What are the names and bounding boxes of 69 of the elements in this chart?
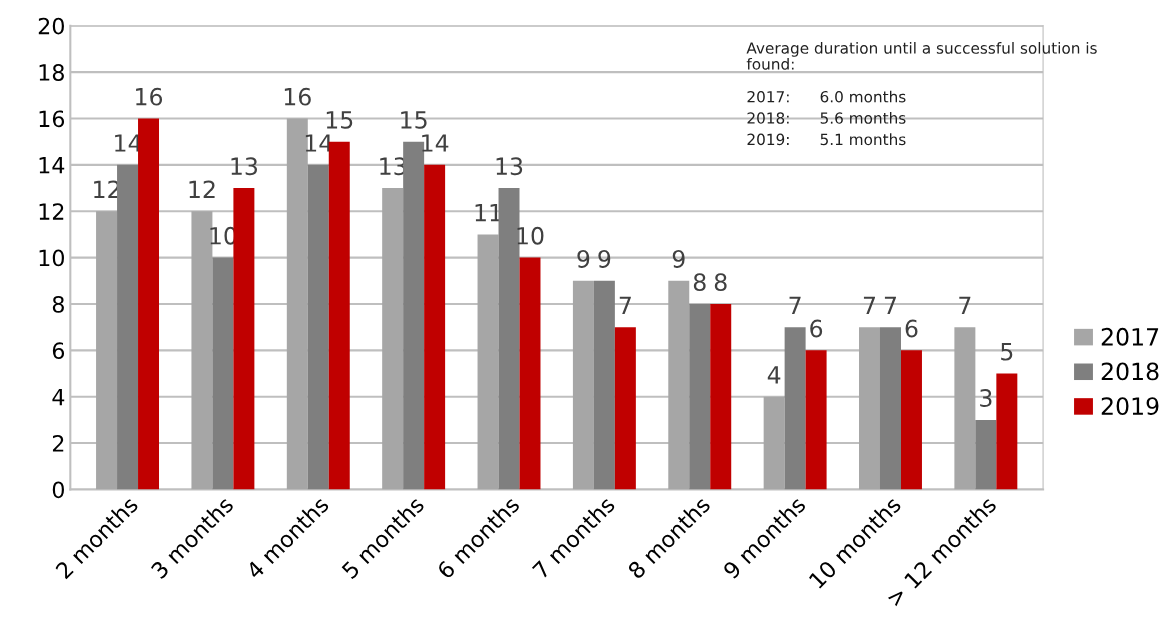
y-tick-label: 0 [52, 481, 64, 499]
annotation: Average duration until a successful solution is found: [746, 41, 1097, 70]
bar [286, 118, 308, 490]
bar [805, 350, 827, 490]
bar [572, 280, 594, 490]
bar [996, 373, 1018, 490]
data-label: 16 [136, 87, 163, 106]
bar [96, 211, 118, 490]
bar [519, 257, 541, 490]
annotation: 2019: 5.1 months [747, 133, 906, 146]
data-label: 11 [475, 203, 501, 222]
data-label: 14 [422, 134, 449, 152]
bar [880, 327, 901, 490]
data-label: 9 [598, 250, 611, 268]
data-label: 7 [959, 296, 971, 314]
y-tick-label: 12 [39, 203, 64, 220]
data-label: 15 [401, 111, 427, 129]
data-label: 13 [496, 157, 523, 176]
bar [668, 280, 690, 490]
data-label: 9 [577, 250, 590, 268]
bar [117, 164, 139, 490]
bar [138, 118, 160, 490]
annotation: 2017: 6.0 months [747, 90, 906, 103]
bar [954, 327, 976, 490]
y-tick-label: 20 [38, 17, 64, 35]
data-label: 12 [189, 180, 215, 198]
bar [593, 280, 615, 490]
bar [859, 327, 880, 490]
data-label: 4 [767, 366, 781, 384]
data-label: 3 [980, 389, 992, 407]
bar [477, 234, 499, 490]
y-tick-label: 6 [52, 342, 65, 360]
y-tick-label: 8 [52, 295, 64, 313]
data-label: 7 [789, 296, 801, 314]
bar [614, 327, 636, 490]
y-tick-label: 18 [39, 64, 64, 81]
data-label: 9 [672, 250, 685, 268]
bar [382, 188, 404, 490]
legend-label: 2019 [1101, 397, 1159, 416]
data-label: 7 [863, 296, 875, 314]
data-label: 6 [810, 319, 823, 338]
data-label: 6 [905, 319, 918, 338]
bar [975, 419, 997, 490]
bar [710, 303, 732, 490]
bar [233, 188, 255, 490]
data-label: 15 [326, 111, 353, 129]
bar [424, 164, 446, 490]
data-label: 8 [714, 273, 727, 292]
y-tick-label: 10 [39, 249, 64, 267]
data-label: 5 [1001, 343, 1013, 361]
annotation: 2018: 5.6 months [747, 112, 906, 124]
bar [689, 303, 711, 490]
bar [328, 141, 350, 490]
y-tick-label: 4 [52, 388, 65, 406]
bar [763, 396, 785, 490]
legend-label: 2018 [1101, 362, 1159, 381]
data-label: 13 [231, 157, 258, 176]
bar [212, 257, 234, 490]
y-tick-label: 16 [39, 110, 65, 128]
data-label: 8 [693, 273, 706, 292]
legend-label: 2017 [1101, 327, 1159, 346]
y-tick-label: 14 [39, 157, 65, 174]
data-label: 7 [619, 296, 631, 314]
bar [784, 327, 806, 490]
bar [307, 164, 329, 490]
bar [900, 350, 922, 490]
data-label: 16 [284, 87, 311, 106]
data-label: 7 [884, 296, 896, 314]
y-tick-label: 2 [52, 435, 64, 452]
